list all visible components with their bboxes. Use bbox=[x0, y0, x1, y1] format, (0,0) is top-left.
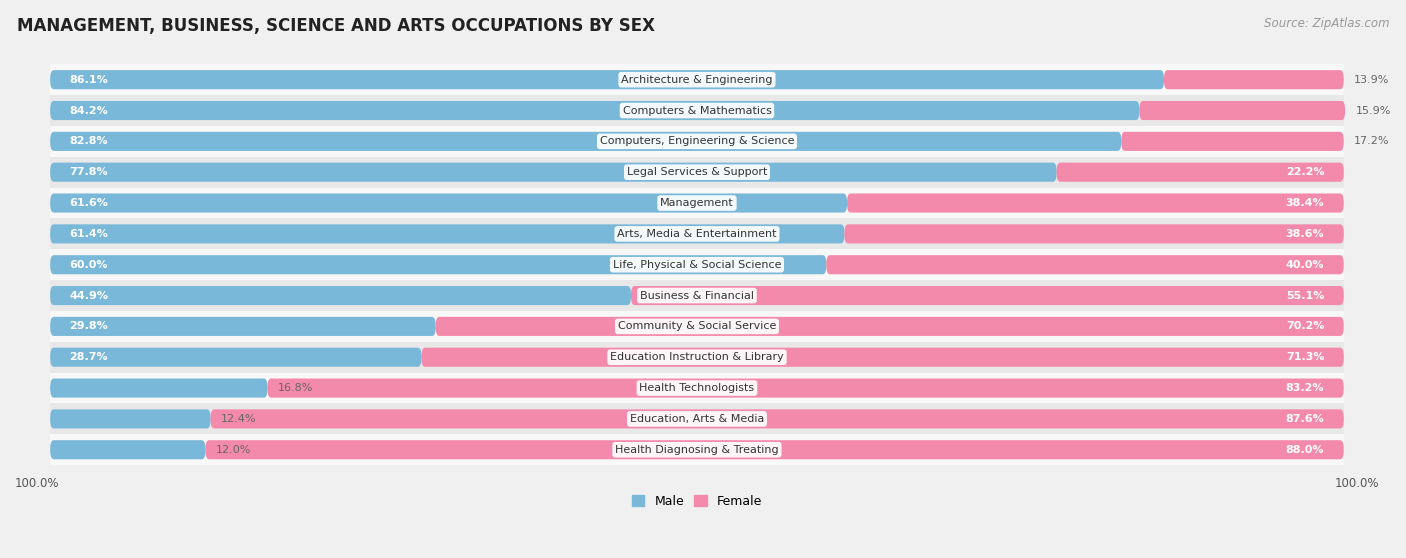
FancyBboxPatch shape bbox=[51, 286, 631, 305]
FancyBboxPatch shape bbox=[631, 286, 1344, 305]
FancyBboxPatch shape bbox=[51, 132, 1121, 151]
Text: 12.0%: 12.0% bbox=[215, 445, 252, 455]
FancyBboxPatch shape bbox=[845, 224, 1344, 243]
Text: 71.3%: 71.3% bbox=[1286, 352, 1324, 362]
Bar bbox=[51, 280, 1344, 311]
FancyBboxPatch shape bbox=[51, 162, 1056, 182]
FancyBboxPatch shape bbox=[1121, 132, 1344, 151]
Text: 16.8%: 16.8% bbox=[278, 383, 314, 393]
Bar bbox=[51, 157, 1344, 187]
Text: Management: Management bbox=[659, 198, 734, 208]
FancyBboxPatch shape bbox=[1056, 162, 1344, 182]
Text: Education, Arts & Media: Education, Arts & Media bbox=[630, 414, 763, 424]
Bar bbox=[51, 373, 1344, 403]
FancyBboxPatch shape bbox=[211, 410, 1344, 429]
FancyBboxPatch shape bbox=[51, 378, 267, 398]
Text: 38.6%: 38.6% bbox=[1285, 229, 1324, 239]
Bar bbox=[51, 64, 1344, 95]
Legend: Male, Female: Male, Female bbox=[627, 490, 768, 513]
FancyBboxPatch shape bbox=[51, 194, 846, 213]
Text: Architecture & Engineering: Architecture & Engineering bbox=[621, 75, 773, 85]
Text: 61.4%: 61.4% bbox=[69, 229, 108, 239]
Bar bbox=[51, 219, 1344, 249]
Text: 86.1%: 86.1% bbox=[69, 75, 108, 85]
Text: 15.9%: 15.9% bbox=[1355, 105, 1391, 116]
FancyBboxPatch shape bbox=[267, 378, 1344, 398]
Text: 29.8%: 29.8% bbox=[69, 321, 108, 331]
Text: 70.2%: 70.2% bbox=[1286, 321, 1324, 331]
FancyBboxPatch shape bbox=[51, 317, 436, 336]
FancyBboxPatch shape bbox=[51, 224, 845, 243]
Text: 38.4%: 38.4% bbox=[1285, 198, 1324, 208]
Text: MANAGEMENT, BUSINESS, SCIENCE AND ARTS OCCUPATIONS BY SEX: MANAGEMENT, BUSINESS, SCIENCE AND ARTS O… bbox=[17, 17, 655, 35]
Bar bbox=[51, 95, 1344, 126]
FancyBboxPatch shape bbox=[1164, 70, 1344, 89]
Text: 88.0%: 88.0% bbox=[1286, 445, 1324, 455]
Text: 55.1%: 55.1% bbox=[1286, 291, 1324, 301]
Text: Legal Services & Support: Legal Services & Support bbox=[627, 167, 768, 177]
FancyBboxPatch shape bbox=[827, 255, 1344, 275]
FancyBboxPatch shape bbox=[1139, 101, 1346, 120]
Text: 40.0%: 40.0% bbox=[1286, 259, 1324, 270]
Text: 12.4%: 12.4% bbox=[221, 414, 256, 424]
Text: Health Diagnosing & Treating: Health Diagnosing & Treating bbox=[616, 445, 779, 455]
Text: Arts, Media & Entertainment: Arts, Media & Entertainment bbox=[617, 229, 776, 239]
Bar bbox=[51, 311, 1344, 342]
FancyBboxPatch shape bbox=[436, 317, 1344, 336]
Text: Community & Social Service: Community & Social Service bbox=[617, 321, 776, 331]
Text: 60.0%: 60.0% bbox=[69, 259, 108, 270]
Text: 28.7%: 28.7% bbox=[69, 352, 108, 362]
Bar bbox=[51, 126, 1344, 157]
Text: 61.6%: 61.6% bbox=[69, 198, 108, 208]
FancyBboxPatch shape bbox=[846, 194, 1344, 213]
Text: 13.9%: 13.9% bbox=[1354, 75, 1389, 85]
FancyBboxPatch shape bbox=[51, 348, 422, 367]
FancyBboxPatch shape bbox=[205, 440, 1344, 459]
FancyBboxPatch shape bbox=[51, 410, 211, 429]
Bar bbox=[51, 249, 1344, 280]
Bar bbox=[51, 187, 1344, 219]
Text: 77.8%: 77.8% bbox=[69, 167, 108, 177]
FancyBboxPatch shape bbox=[422, 348, 1344, 367]
Text: Computers & Mathematics: Computers & Mathematics bbox=[623, 105, 772, 116]
Text: 22.2%: 22.2% bbox=[1285, 167, 1324, 177]
FancyBboxPatch shape bbox=[51, 440, 205, 459]
Text: 44.9%: 44.9% bbox=[69, 291, 108, 301]
FancyBboxPatch shape bbox=[51, 70, 1164, 89]
Text: 17.2%: 17.2% bbox=[1354, 136, 1389, 146]
Text: 82.8%: 82.8% bbox=[69, 136, 108, 146]
FancyBboxPatch shape bbox=[51, 101, 1139, 120]
Text: Business & Financial: Business & Financial bbox=[640, 291, 754, 301]
Text: 84.2%: 84.2% bbox=[69, 105, 108, 116]
Bar bbox=[51, 342, 1344, 373]
Bar bbox=[51, 434, 1344, 465]
FancyBboxPatch shape bbox=[51, 255, 827, 275]
Text: Health Technologists: Health Technologists bbox=[640, 383, 755, 393]
Text: Source: ZipAtlas.com: Source: ZipAtlas.com bbox=[1264, 17, 1389, 30]
Text: Education Instruction & Library: Education Instruction & Library bbox=[610, 352, 785, 362]
Text: 83.2%: 83.2% bbox=[1286, 383, 1324, 393]
Bar bbox=[51, 403, 1344, 434]
Text: Computers, Engineering & Science: Computers, Engineering & Science bbox=[600, 136, 794, 146]
Text: 87.6%: 87.6% bbox=[1285, 414, 1324, 424]
Text: Life, Physical & Social Science: Life, Physical & Social Science bbox=[613, 259, 782, 270]
